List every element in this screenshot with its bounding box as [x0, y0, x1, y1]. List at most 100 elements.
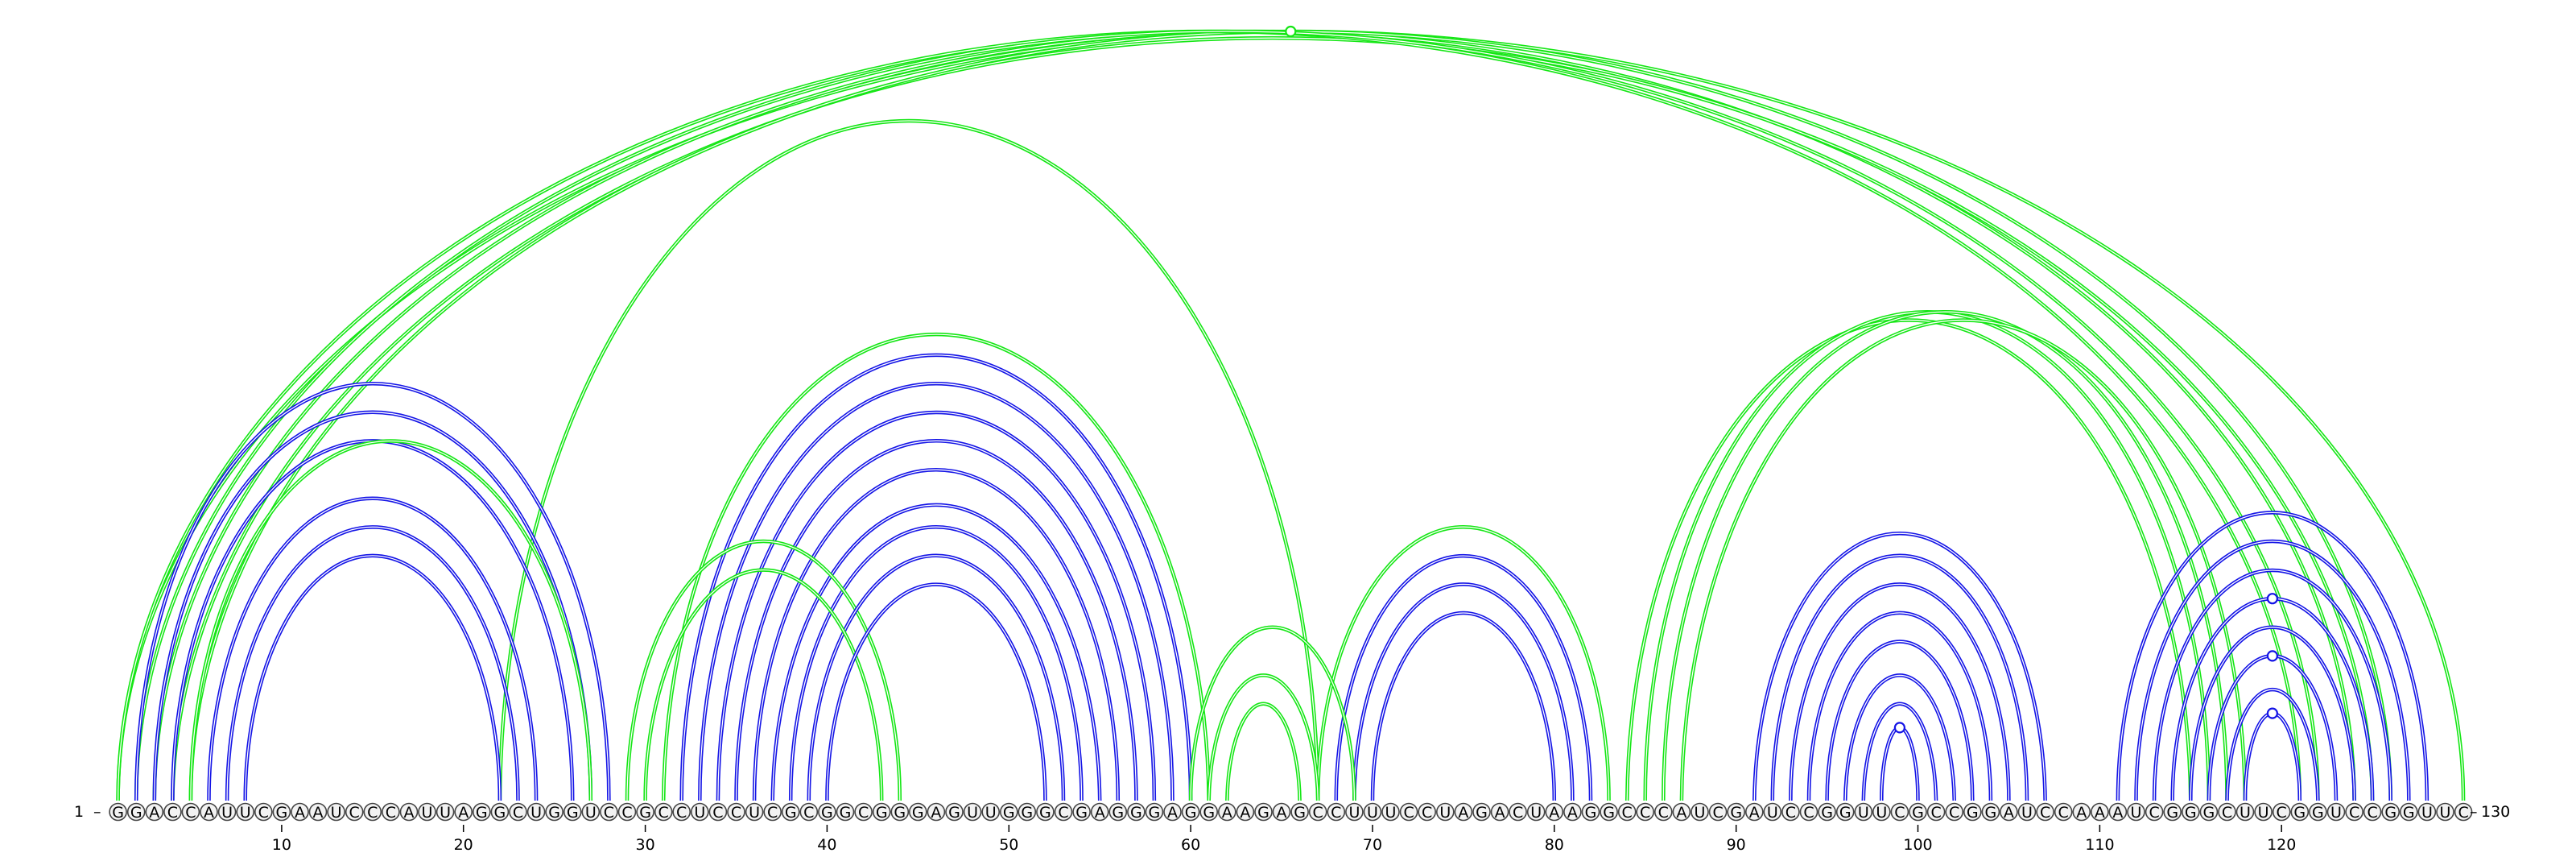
nucleotide-circle: [327, 802, 345, 822]
nucleotide: G: [1835, 802, 1855, 822]
nucleotide: A: [200, 802, 218, 822]
nucleotide-circle: [2417, 802, 2437, 822]
nucleotide-circle: [654, 802, 673, 822]
base-pair-arc: [225, 524, 520, 801]
nucleotide-circle: [2454, 802, 2473, 822]
position-tick-label: 70: [1363, 836, 1382, 854]
nucleotide-letter: U: [1695, 804, 1706, 822]
nucleotide-circle: [799, 802, 819, 822]
nucleotide: C: [2054, 802, 2073, 822]
nucleotide-circle: [1145, 802, 1164, 822]
nucleotide: G: [1199, 802, 1218, 822]
nucleotide-circle: [1472, 802, 1491, 822]
base-pair-arc-inner: [2135, 540, 2409, 801]
nucleotide: G: [490, 802, 510, 822]
nucleotide: U: [526, 802, 546, 822]
base-pair-arc-inner: [190, 440, 592, 801]
nucleotide: C: [2345, 802, 2363, 822]
nucleotide-letter: G: [1039, 804, 1051, 822]
base-pair-arc-inner: [2190, 627, 2355, 801]
base-pair-arc: [171, 35, 2375, 801]
nucleotide-letter: U: [2330, 804, 2342, 822]
nucleotide: C: [1890, 802, 1909, 822]
nucleotide-letter: G: [2312, 804, 2324, 822]
start-label: 1: [74, 803, 84, 821]
nucleotide-circle: [181, 802, 200, 822]
base-pair-arc-inner: [735, 440, 1137, 801]
nucleotide: C: [1926, 802, 1946, 822]
nucleotide-circle: [1072, 802, 1091, 822]
nucleotide: C: [1308, 802, 1327, 822]
nucleotide: A: [927, 802, 946, 822]
nucleotide-letter: G: [1476, 804, 1488, 822]
nucleotide-circle: [2145, 802, 2164, 822]
nucleotide: A: [2091, 802, 2109, 822]
nucleotide-letter: G: [1203, 804, 1215, 822]
nucleotide-letter: C: [1894, 804, 1905, 822]
base-pair-arc-inner: [1826, 640, 1973, 801]
nucleotide: G: [2290, 802, 2310, 822]
nucleotide-letter: U: [331, 804, 342, 822]
nucleotide-letter: A: [2076, 804, 2087, 822]
markers-layer: [1285, 25, 2278, 734]
nucleotide-letter: U: [1858, 804, 1869, 822]
nucleotide-letter: G: [1912, 804, 1924, 822]
nucleotide-circle: [1418, 802, 1436, 822]
base-pair-arc-inner: [681, 354, 1191, 801]
base-pair-arc-inner: [1372, 612, 1555, 801]
nucleotide-circle: [1127, 802, 1146, 822]
nucleotide-letter: U: [240, 804, 251, 822]
nucleotide: C: [363, 802, 382, 822]
arc-apex-marker: [1893, 722, 1905, 734]
nucleotide-circle: [345, 802, 364, 822]
nucleotide-letter: U: [2240, 804, 2251, 822]
nucleotide-circle: [109, 802, 127, 822]
nucleotide: A: [1545, 802, 1564, 822]
nucleotide-circle: [1054, 802, 1073, 822]
nucleotide: C: [1708, 802, 1728, 822]
nucleotide-circle: [1926, 802, 1946, 822]
nucleotide-letter: G: [494, 804, 506, 822]
nucleotide: C: [1945, 802, 1963, 822]
nucleotide: C: [1781, 802, 1800, 822]
base-pair-arc: [661, 332, 1211, 801]
base-pair-arc-inner: [154, 412, 592, 801]
nucleotide-letter: G: [1003, 804, 1015, 822]
nucleotide: C: [345, 802, 364, 822]
nucleotide-letter: C: [2058, 804, 2069, 822]
nucleotide-circle: [1381, 802, 1400, 822]
nucleotide-letter: C: [1658, 804, 1669, 822]
nucleotide-circle: [2054, 802, 2073, 822]
nucleotide-circle: [1945, 802, 1963, 822]
nucleotide-circle: [1436, 802, 1455, 822]
nucleotide: G: [1108, 802, 1128, 822]
nucleotide: A: [1090, 802, 1109, 822]
nucleotide-circle: [217, 802, 237, 822]
nucleotide-circle: [2381, 802, 2400, 822]
base-pair-arc: [1861, 702, 1938, 801]
nucleotide-circle: [1690, 802, 1709, 822]
nucleotide: C: [1399, 802, 1418, 822]
nucleotide: U: [963, 802, 982, 822]
nucleotide: C: [2454, 802, 2473, 822]
nucleotide: G: [818, 802, 836, 822]
nucleotide-circle: [308, 802, 328, 822]
nucleotide-letter: A: [1549, 804, 1559, 822]
nucleotide-circle: [1890, 802, 1909, 822]
nucleotide: U: [2326, 802, 2346, 822]
base-pair-arc: [171, 439, 575, 801]
nucleotide-circle: [890, 802, 910, 822]
nucleotide: G: [1127, 802, 1146, 822]
nucleotide: A: [1745, 802, 1764, 822]
base-pair-arc-inner: [1208, 674, 1319, 801]
nucleotide: G: [2400, 802, 2418, 822]
nucleotide-letter: U: [967, 804, 978, 822]
nucleotide: G: [1036, 802, 1055, 822]
nucleotide-letter: A: [2004, 804, 2014, 822]
base-pair-arc: [625, 539, 902, 801]
nucleotide-circle: [2254, 802, 2273, 822]
nucleotide-letter: U: [440, 804, 451, 822]
nucleotide: C: [1617, 802, 1637, 822]
nucleotide-circle: [1327, 802, 1346, 822]
nucleotide-circle: [1781, 802, 1800, 822]
